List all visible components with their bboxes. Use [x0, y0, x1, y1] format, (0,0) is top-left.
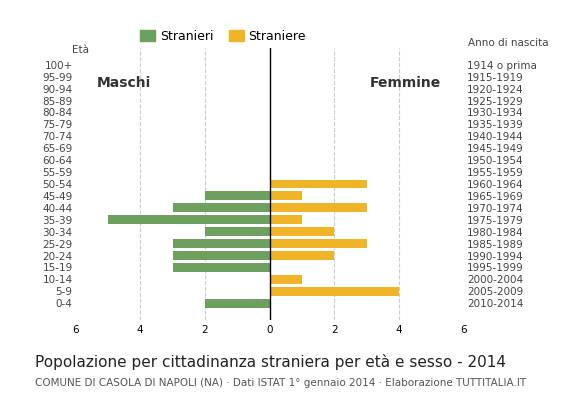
- Bar: [270, 275, 302, 284]
- Bar: [270, 215, 302, 224]
- Bar: [270, 192, 302, 200]
- Bar: [205, 299, 270, 308]
- Bar: [270, 227, 335, 236]
- Bar: [173, 251, 270, 260]
- Bar: [270, 239, 367, 248]
- Text: Età: Età: [72, 45, 89, 55]
- Bar: [205, 227, 270, 236]
- Text: Maschi: Maschi: [97, 76, 151, 90]
- Bar: [270, 287, 399, 296]
- Bar: [205, 192, 270, 200]
- Bar: [108, 215, 270, 224]
- Legend: Stranieri, Straniere: Stranieri, Straniere: [140, 30, 306, 43]
- Bar: [270, 180, 367, 188]
- Bar: [173, 263, 270, 272]
- Bar: [270, 251, 335, 260]
- Bar: [173, 239, 270, 248]
- Text: Anno di nascita: Anno di nascita: [468, 38, 549, 48]
- Text: COMUNE DI CASOLA DI NAPOLI (NA) · Dati ISTAT 1° gennaio 2014 · Elaborazione TUTT: COMUNE DI CASOLA DI NAPOLI (NA) · Dati I…: [35, 378, 526, 388]
- Bar: [173, 203, 270, 212]
- Bar: [270, 203, 367, 212]
- Text: Femmine: Femmine: [370, 76, 441, 90]
- Text: Popolazione per cittadinanza straniera per età e sesso - 2014: Popolazione per cittadinanza straniera p…: [35, 354, 506, 370]
